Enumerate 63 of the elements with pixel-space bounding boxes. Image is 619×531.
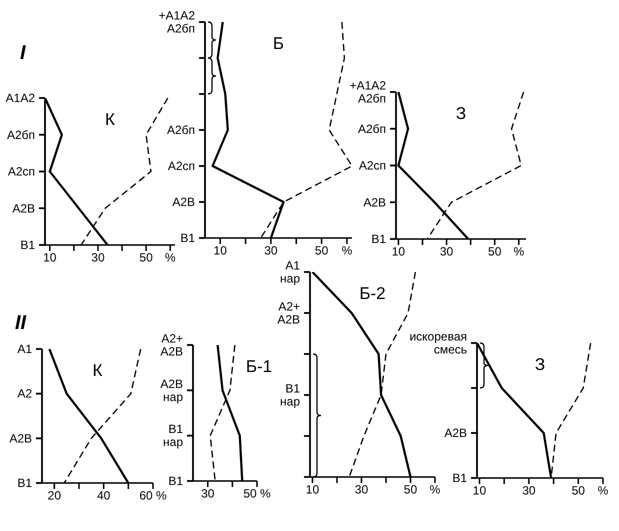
text: I: [20, 42, 26, 65]
y-tick-label: A1A2: [6, 91, 36, 105]
x-tick-label: 10: [43, 250, 57, 265]
y-tick-label: A2В: [12, 201, 35, 216]
x-tick-label: 40: [96, 488, 111, 503]
y-tick-label: A2бп: [358, 122, 386, 136]
y-tick-label: A1: [17, 342, 32, 356]
y-tick-label: A2сп: [358, 158, 386, 172]
text: Б-1: [244, 357, 274, 377]
x-tick-label: %: [598, 484, 609, 498]
y-tick-label: +A1A2 A2бп: [158, 8, 196, 36]
y-tick-label: A2сп: [168, 159, 195, 173]
y-tick-label: A2+ A2В: [277, 300, 300, 326]
x-tick-label: %: [430, 482, 441, 497]
y-tick-label: A2В: [9, 431, 32, 446]
y-tick-label: A2В: [172, 195, 195, 209]
y-tick-label: A2бп: [6, 128, 35, 142]
x-tick-label: 30: [201, 486, 215, 501]
x-tick-label: 20: [48, 488, 62, 503]
y-tick-label: A1 нар: [280, 258, 300, 286]
y-tick-label: A2В нар: [160, 376, 184, 404]
text: II: [15, 312, 26, 335]
x-tick-label: 30: [264, 244, 278, 258]
x-tick-label: 50: [314, 244, 329, 258]
x-tick-label: 10: [306, 482, 320, 497]
x-tick-label: 10: [214, 244, 228, 258]
x-tick-label: 30: [91, 250, 105, 265]
y-tick-label: В1: [168, 474, 184, 488]
y-tick-label: В1: [180, 231, 196, 245]
y-tick-label: A2+ A2В: [160, 332, 183, 358]
x-tick-label: 30: [354, 482, 368, 497]
text: К: [105, 110, 115, 129]
text: К: [92, 361, 104, 381]
y-tick-label: A2бп: [166, 123, 195, 137]
y-tick-label: A2сп: [8, 164, 35, 178]
y-tick-label: искоревая смесь: [409, 330, 467, 356]
x-tick-label: 30: [522, 484, 536, 498]
text: Б-2: [358, 284, 387, 304]
y-tick-label: A2: [17, 386, 32, 401]
text: Б: [272, 34, 286, 54]
x-tick-label: %: [513, 244, 524, 259]
y-tick-label: В1: [20, 238, 36, 252]
x-tick-label: 60 %: [139, 488, 167, 503]
y-tick-label: В1 нар: [280, 382, 300, 408]
text: З: [534, 355, 546, 375]
x-tick-label: 50: [488, 244, 502, 259]
y-tick-label: A2В: [444, 426, 467, 440]
y-tick-label: В1 нар: [163, 422, 184, 450]
x-tick-label: 10: [472, 484, 486, 498]
x-tick-label: %: [342, 244, 353, 258]
y-tick-label: В1: [17, 476, 32, 490]
x-tick-label: 30: [440, 244, 454, 259]
x-tick-label: 50 %: [243, 486, 271, 501]
x-tick-label: 50: [572, 484, 586, 498]
x-tick-label: 50: [404, 482, 418, 497]
text: З: [454, 104, 468, 124]
x-tick-label: 50: [139, 250, 154, 265]
y-tick-label: В1: [452, 471, 468, 485]
y-tick-label: В1: [371, 232, 386, 246]
y-tick-label: A2В: [363, 195, 386, 210]
y-tick-label: +A1A2 A2бп: [350, 78, 386, 106]
x-tick-label: 10: [392, 244, 406, 259]
x-tick-label: %: [164, 250, 176, 265]
